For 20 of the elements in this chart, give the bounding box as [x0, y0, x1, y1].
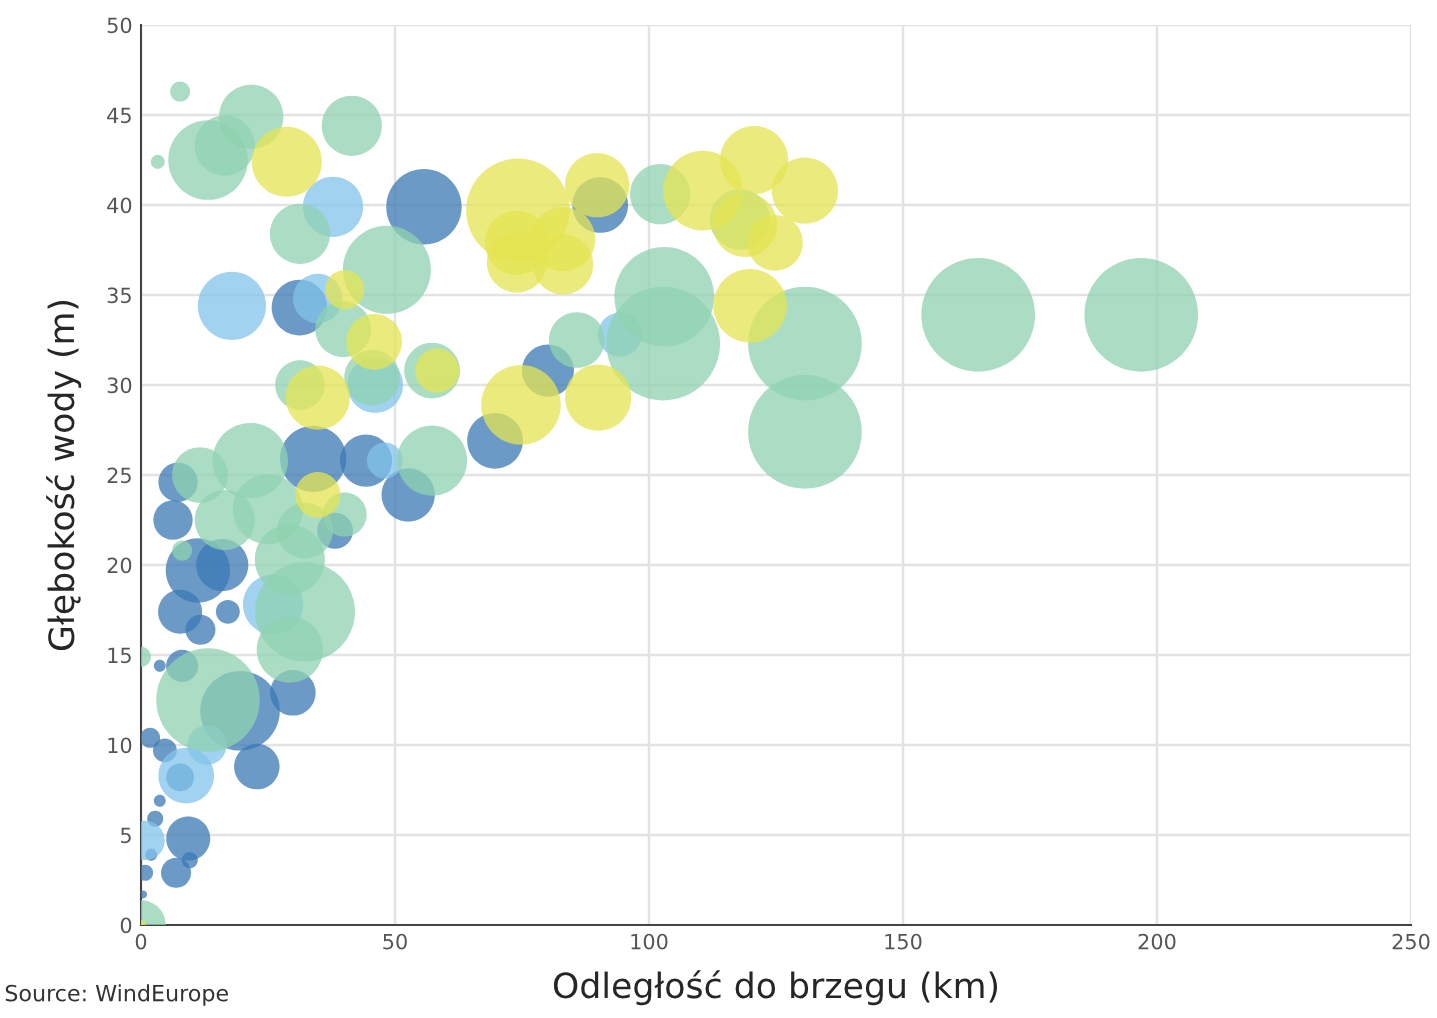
y-tick-label: 20 — [107, 557, 132, 574]
y-tick-label: 25 — [107, 467, 131, 484]
y-tick-label: 50 — [107, 17, 132, 34]
y-tick-label: 10 — [108, 737, 132, 754]
x-tick-label: 100 — [631, 933, 668, 950]
y-tick-label: 15 — [108, 647, 131, 664]
y-tick-label: 30 — [107, 377, 132, 394]
x-tick-label: 50 — [383, 933, 407, 950]
y-tick-label: 45 — [107, 107, 131, 124]
source-note: Source: WindEurope — [5, 984, 228, 1006]
y-tick-label: 40 — [107, 197, 132, 214]
y-tick-label: 0 — [120, 917, 132, 934]
y-tick-label: 5 — [121, 827, 131, 844]
x-axis-title: Odległość do brzegu (km) — [553, 970, 998, 1006]
x-tick-label: 200 — [1138, 933, 1176, 950]
x-tick-label: 0 — [135, 933, 147, 950]
x-tick-label: 250 — [1392, 933, 1430, 950]
x-tick-label: 150 — [885, 933, 922, 950]
y-axis-title: Głębokość wody (m) — [46, 301, 82, 651]
y-tick-label: 35 — [107, 287, 131, 304]
